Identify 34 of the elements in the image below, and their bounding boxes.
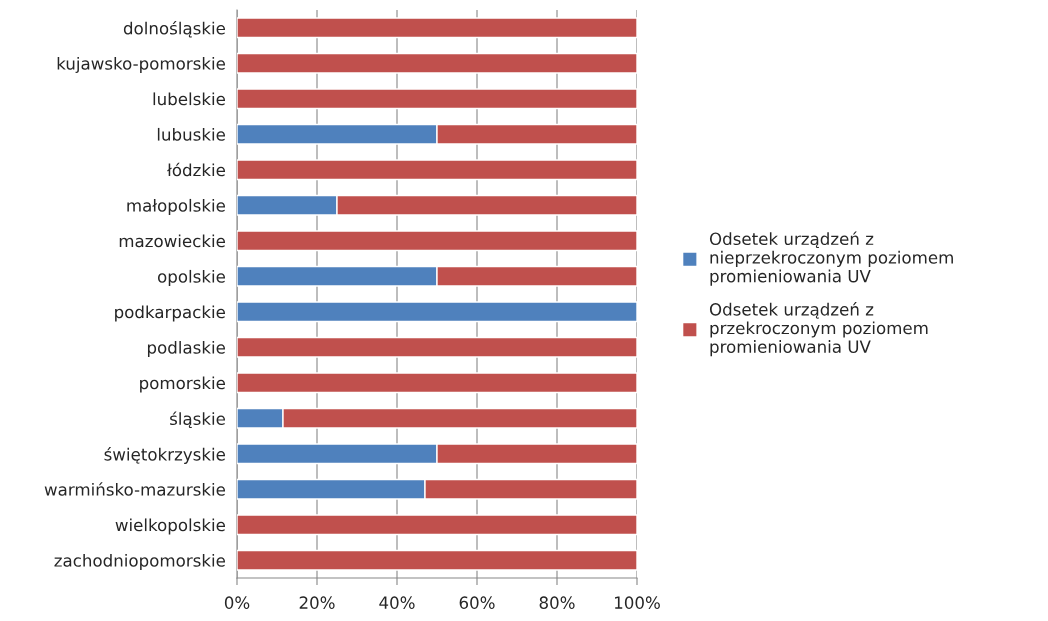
bar: [237, 514, 637, 536]
bar: [237, 230, 637, 252]
legend-label: Odsetek urządzeń z nieprzekroczonym poziomem promieniowania UV: [709, 231, 953, 286]
bar: [237, 88, 637, 110]
y-tick-label: lubuskie: [157, 127, 225, 141]
y-tick-label: kujawsko-pomorskie: [57, 56, 226, 74]
y-tick-label: podlaskie: [147, 340, 225, 358]
x-tick-label: 60%: [459, 596, 495, 609]
y-tick-label: śląskie: [170, 411, 225, 428]
bar: [237, 159, 637, 181]
x-tick-label: 100%: [615, 596, 660, 609]
x-tick-label: 20%: [299, 596, 335, 609]
y-tick-label: świętokrzyskie: [104, 447, 225, 464]
x-tick-label: 40%: [379, 596, 415, 609]
bar: [237, 372, 637, 394]
y-tick-label: lubelskie: [153, 92, 225, 106]
bar: [237, 17, 637, 39]
y-tick-label: pomorskie: [140, 376, 225, 393]
x-tick-label: 0%: [224, 596, 250, 609]
bar: [237, 301, 637, 323]
y-tick-label: podkarpackie: [115, 305, 225, 322]
y-tick-label: małopolskie: [127, 198, 225, 216]
x-tick-label: 80%: [539, 596, 575, 609]
y-tick-label: mazowieckie: [119, 234, 225, 248]
y-tick-label: warmińsko-mazurskie: [44, 482, 226, 496]
bar: [237, 52, 637, 74]
legend-label: Odsetek urządzeń z przekroczonym poziomem promieniowania UV: [709, 302, 928, 357]
bar: [237, 336, 637, 358]
y-tick-label: dolnośląskie: [123, 20, 225, 38]
y-tick-label: zachodniopomorskie: [54, 553, 225, 571]
y-tick-label: opolskie: [157, 269, 225, 287]
y-tick-label: wielkopolskie: [115, 518, 225, 535]
y-tick-label: łódzkie: [167, 162, 225, 177]
bar: [237, 549, 637, 571]
